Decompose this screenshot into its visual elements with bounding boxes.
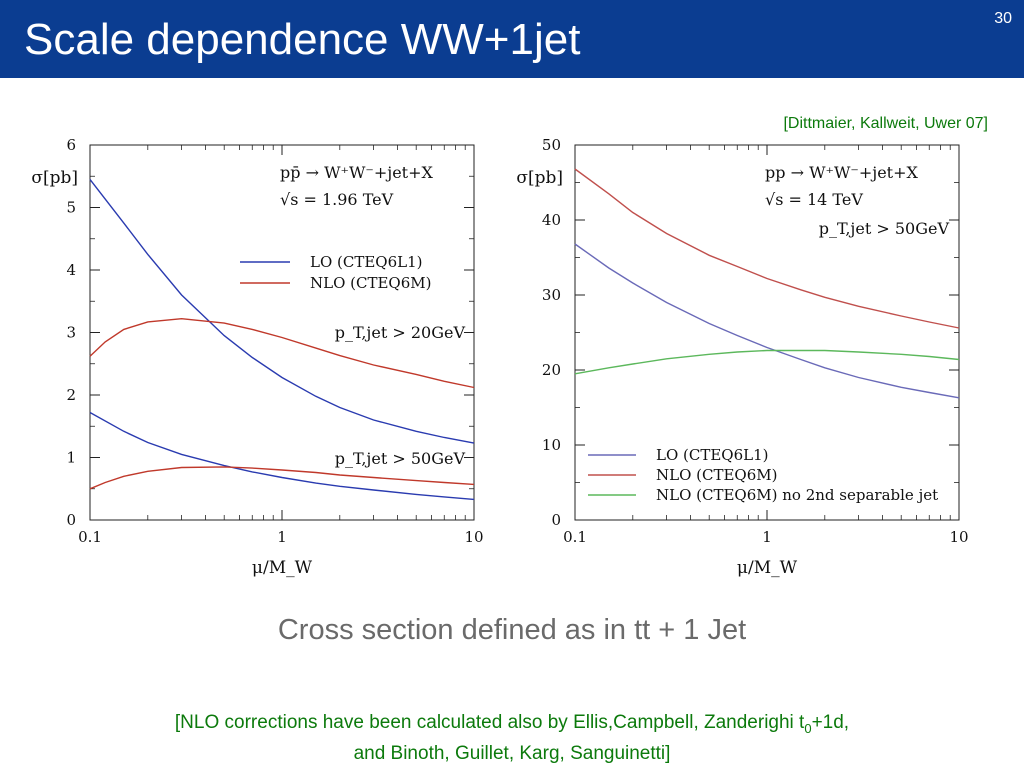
y-tick-label: 30 xyxy=(542,286,561,304)
series-line xyxy=(89,317,475,389)
x-tick-label: 0.1 xyxy=(78,528,102,546)
title-bar: Scale dependence WW+1jet 30 xyxy=(0,0,1024,78)
energy-label: √s = 1.96 TeV xyxy=(280,190,394,209)
series-line xyxy=(574,349,960,375)
legend-label: NLO (CTEQ6M) no 2nd separable jet xyxy=(656,486,938,504)
citation: [Dittmaier, Kallweit, Uwer 07] xyxy=(783,115,988,132)
footnote-part1: [NLO corrections have been calculated al… xyxy=(174,712,805,733)
x-axis-label: μ/M_W xyxy=(737,558,798,578)
series-line xyxy=(89,466,475,490)
page-title: Scale dependence WW+1jet xyxy=(24,15,581,64)
legend-label: LO (CTEQ6L1) xyxy=(310,253,423,271)
energy-label: √s = 14 TeV xyxy=(765,190,863,209)
cut-annotation: p_T,jet > 50GeV xyxy=(335,449,466,468)
y-tick-label: 3 xyxy=(66,324,76,342)
legend-label: LO (CTEQ6L1) xyxy=(656,446,769,464)
legend-label: NLO (CTEQ6M) xyxy=(310,274,432,292)
legend-label: NLO (CTEQ6M) xyxy=(656,466,778,484)
y-tick-label: 40 xyxy=(542,211,561,229)
y-tick-label: 0 xyxy=(551,511,561,529)
series-line xyxy=(574,243,960,399)
y-tick-label: 1 xyxy=(66,449,76,467)
x-tick-label: 1 xyxy=(277,528,287,546)
cut-annotation: p_T,jet > 20GeV xyxy=(335,323,466,342)
y-axis-label: σ[pb] xyxy=(516,168,563,188)
chart-lhc: 0.1 1 10 0 10 20 30 40 50 σ[pb] μ/M_W pp → W⁺W⁻+jet… xyxy=(516,136,968,578)
cut-annotation: p_T,jet > 50GeV xyxy=(819,219,950,238)
y-tick-label: 4 xyxy=(66,261,76,279)
process-label: pp → W⁺W⁻+jet+X xyxy=(765,163,919,182)
x-axis-label: μ/M_W xyxy=(252,558,313,578)
slide-subtitle: Cross section defined as in tt + 1 Jet xyxy=(277,614,747,646)
y-tick-label: 20 xyxy=(542,361,561,379)
y-tick-label: 10 xyxy=(542,436,561,454)
footnote: [NLO corrections have been calculated al… xyxy=(0,710,1024,766)
y-axis-label: σ[pb] xyxy=(31,168,78,188)
x-tick-label: 0.1 xyxy=(563,528,587,546)
x-tick-label: 10 xyxy=(464,528,483,546)
y-tick-label: 6 xyxy=(66,136,76,154)
footnote-sub: 0 xyxy=(804,720,812,736)
y-tick-label: 50 xyxy=(542,136,561,154)
series-line xyxy=(89,178,475,444)
x-tick-label: 1 xyxy=(762,528,772,546)
footnote-part2: +1d, xyxy=(811,712,850,733)
y-tick-label: 5 xyxy=(66,199,76,217)
y-tick-label: 0 xyxy=(66,511,76,529)
page-number: 30 xyxy=(994,10,1012,27)
series-line xyxy=(89,411,475,501)
series-line xyxy=(574,168,960,329)
footnote-line2: and Binoth, Guillet, Karg, Sanguinetti] xyxy=(353,742,671,764)
y-tick-label: 2 xyxy=(66,386,76,404)
process-label: pp̄ → W⁺W⁻+jet+X xyxy=(280,163,434,182)
x-tick-label: 10 xyxy=(949,528,968,546)
chart-tevatron: 0.1 1 10 0 1 2 3 4 5 6 σ[pb] μ/M_W pp̄ → W⁺W⁻+jet+X √… xyxy=(31,136,483,578)
